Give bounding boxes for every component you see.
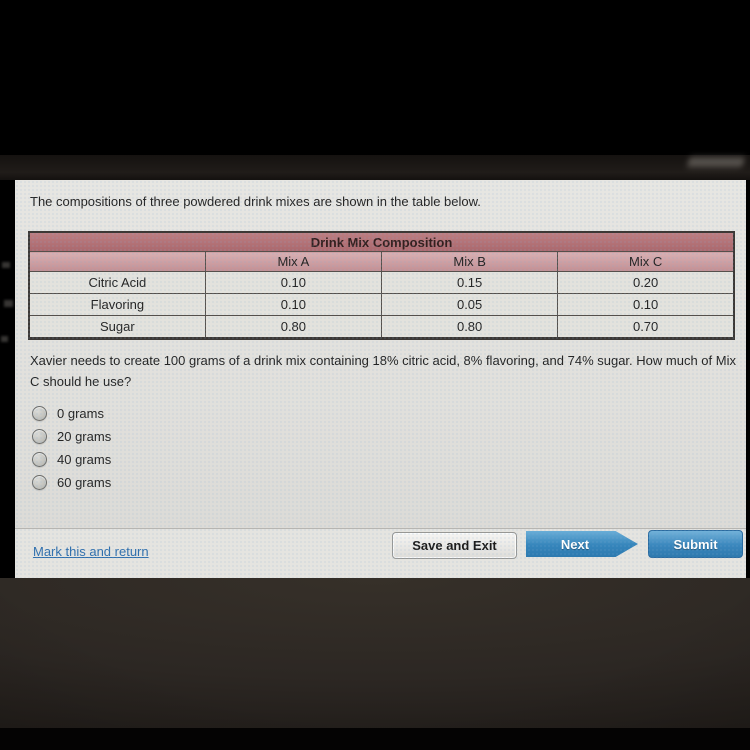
table-cell: 0.80 xyxy=(204,315,383,339)
table-title-row: Drink Mix Composition xyxy=(28,231,735,252)
row-label: Sugar xyxy=(28,315,206,339)
table-cell: 0.10 xyxy=(204,271,383,294)
option-label: 40 grams xyxy=(57,452,112,467)
table-header-cell: Mix C xyxy=(557,251,735,272)
answer-options: 0 grams 20 grams 40 grams 60 grams xyxy=(32,402,111,494)
row-label: Citric Acid xyxy=(28,271,206,294)
option-label: 60 grams xyxy=(57,475,112,490)
option-0-grams[interactable]: 0 grams xyxy=(32,402,111,425)
table-row: Flavoring 0.10 0.05 0.10 xyxy=(28,293,735,316)
laptop-body xyxy=(0,578,750,730)
table-cell: 0.80 xyxy=(380,315,559,339)
screen-glare xyxy=(686,157,746,167)
option-label: 0 grams xyxy=(57,406,104,421)
radio-icon[interactable] xyxy=(32,429,47,444)
mark-and-return-link[interactable]: Mark this and return xyxy=(33,544,149,559)
table-cell: 0.15 xyxy=(380,271,559,294)
table-header-cell: Mix A xyxy=(204,251,383,272)
table-title: Drink Mix Composition xyxy=(28,231,735,252)
row-label: Flavoring xyxy=(28,293,206,316)
table-header-row: Mix A Mix B Mix C xyxy=(28,251,735,272)
option-label: 20 grams xyxy=(57,429,112,444)
radio-icon[interactable] xyxy=(32,475,47,490)
table-cell: 0.10 xyxy=(204,293,383,316)
question-text: Xavier needs to create 100 grams of a dr… xyxy=(30,353,736,390)
screen-bezel xyxy=(0,155,750,180)
table-cell: 0.70 xyxy=(557,315,735,339)
save-and-exit-button[interactable]: Save and Exit xyxy=(392,532,517,559)
photo-artifact xyxy=(4,300,13,307)
radio-icon[interactable] xyxy=(32,452,47,467)
table-header-cell xyxy=(28,251,206,272)
table-cell: 0.05 xyxy=(380,293,559,316)
option-60-grams[interactable]: 60 grams xyxy=(32,471,111,494)
photo-artifact xyxy=(2,262,10,268)
option-20-grams[interactable]: 20 grams xyxy=(32,425,111,448)
table-cell: 0.10 xyxy=(557,293,735,316)
table-header-cell: Mix B xyxy=(380,251,559,272)
quiz-page: The compositions of three powdered drink… xyxy=(15,180,746,579)
next-button[interactable]: Next xyxy=(526,531,638,557)
table-row: Sugar 0.80 0.80 0.70 xyxy=(28,315,735,339)
question-intro-text: The compositions of three powdered drink… xyxy=(30,194,481,209)
photo-artifact xyxy=(1,336,8,342)
composition-table: Drink Mix Composition Mix A Mix B Mix C … xyxy=(28,231,735,340)
radio-icon[interactable] xyxy=(32,406,47,421)
table-cell: 0.20 xyxy=(557,271,735,294)
submit-button[interactable]: Submit xyxy=(648,530,743,558)
option-40-grams[interactable]: 40 grams xyxy=(32,448,111,471)
table-row: Citric Acid 0.10 0.15 0.20 xyxy=(28,271,735,294)
photo-bottom-edge xyxy=(0,728,750,750)
